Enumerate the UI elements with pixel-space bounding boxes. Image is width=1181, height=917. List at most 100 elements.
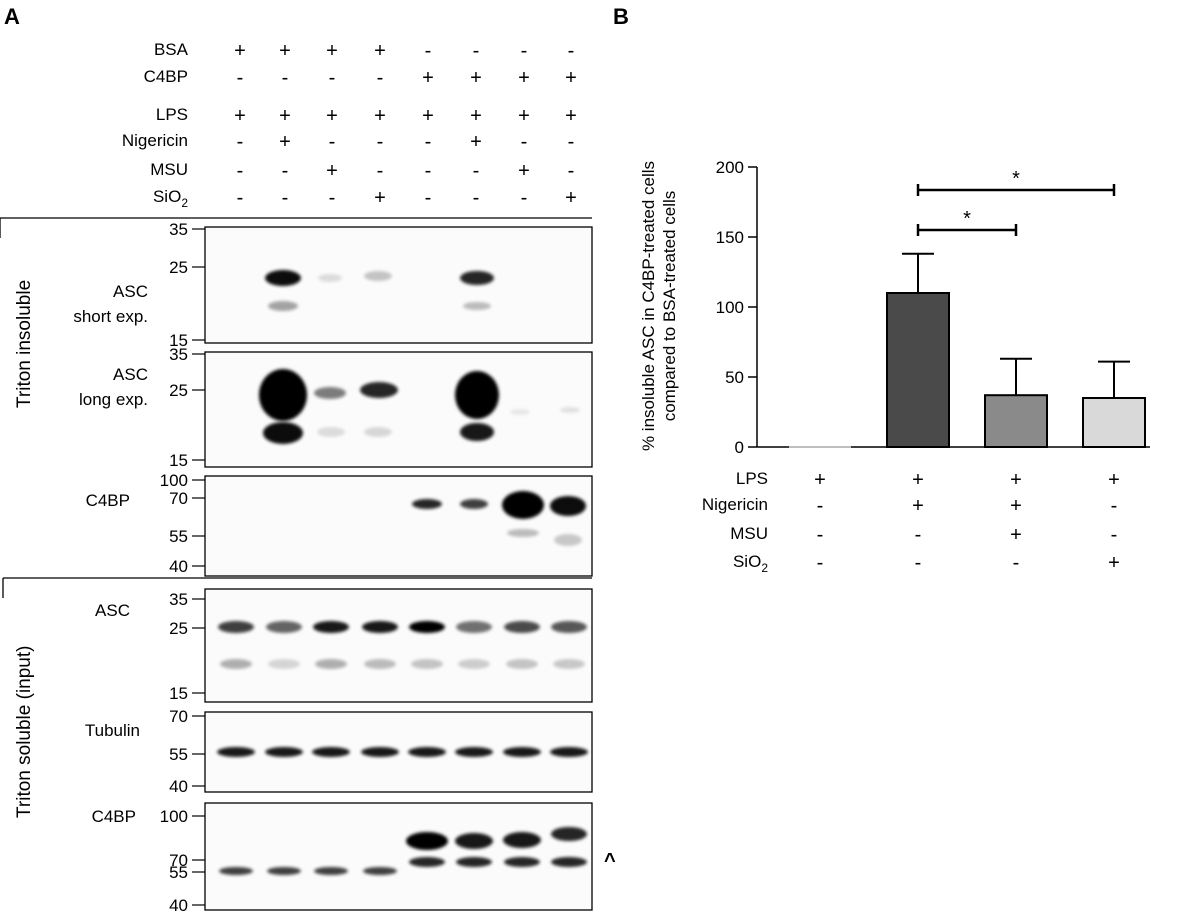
y-tick-label: 50 bbox=[725, 368, 744, 387]
marker-label: 40 bbox=[169, 557, 188, 576]
blot-band bbox=[268, 659, 300, 669]
blot-band bbox=[363, 867, 397, 875]
condition-sign: + bbox=[234, 105, 246, 127]
condition-sign: + bbox=[470, 67, 482, 89]
condition-sign: + bbox=[234, 40, 246, 62]
condition-sign: + bbox=[374, 40, 386, 62]
condition-sign: - bbox=[1111, 495, 1118, 517]
condition-sign: + bbox=[1108, 469, 1120, 491]
condition-sign: - bbox=[473, 40, 480, 62]
condition-sign: + bbox=[374, 187, 386, 209]
condition-sign: + bbox=[1010, 495, 1022, 517]
condition-sign: + bbox=[912, 495, 924, 517]
condition-sign: - bbox=[282, 160, 289, 182]
condition-sign: + bbox=[565, 105, 577, 127]
blot-band bbox=[317, 427, 345, 437]
marker-label: 55 bbox=[169, 863, 188, 882]
blot-band bbox=[503, 832, 541, 848]
blot-label: ASC bbox=[95, 601, 130, 620]
blot-2: ASC long exp. 35 25 15 bbox=[79, 345, 593, 470]
blot-label: C4BP bbox=[86, 491, 130, 510]
blot-frame bbox=[204, 475, 593, 577]
bar-chart-plot: 0 50 100 150 200 % insoluble ASC in C4BP-trea… bbox=[639, 158, 1150, 575]
marker-label: 25 bbox=[169, 381, 188, 400]
section-label-soluble: Triton soluble (input) bbox=[14, 646, 35, 818]
condition-sign: + bbox=[422, 105, 434, 127]
significance-star: * bbox=[1012, 168, 1020, 190]
marker-label: 100 bbox=[160, 807, 188, 826]
blot-band bbox=[504, 621, 540, 633]
marker-label: 70 bbox=[169, 707, 188, 726]
condition-sign: - bbox=[568, 40, 575, 62]
blot-band bbox=[502, 491, 544, 519]
bar bbox=[984, 394, 1048, 449]
marker-label: 35 bbox=[169, 590, 188, 609]
blot-band bbox=[412, 499, 442, 509]
condition-sign: - bbox=[377, 160, 384, 182]
condition-sign: + bbox=[518, 105, 530, 127]
blot-band bbox=[406, 832, 448, 850]
blot-band bbox=[265, 270, 301, 286]
bar bbox=[886, 292, 950, 448]
condition-sign: - bbox=[521, 187, 528, 209]
blot-band bbox=[550, 496, 586, 516]
marker-label: 40 bbox=[169, 896, 188, 915]
marker-label: 35 bbox=[169, 220, 188, 239]
condition-sign: - bbox=[329, 187, 336, 209]
condition-sign: - bbox=[473, 187, 480, 209]
condition-sign: + bbox=[565, 67, 577, 89]
marker-label: 25 bbox=[169, 258, 188, 277]
blot-band bbox=[460, 499, 488, 509]
blot-band bbox=[362, 621, 398, 633]
condition-sign: - bbox=[568, 131, 575, 153]
blot-band bbox=[360, 382, 398, 398]
condition-label: MSU bbox=[150, 160, 188, 179]
condition-sign: - bbox=[329, 131, 336, 153]
condition-sign: - bbox=[521, 40, 528, 62]
condition-sign: - bbox=[237, 131, 244, 153]
condition-sign: - bbox=[915, 552, 922, 574]
blot-frame bbox=[204, 802, 593, 911]
blot-1: ASC short exp. 35 25 15 bbox=[73, 220, 593, 350]
blot-band bbox=[456, 857, 492, 867]
condition-sign: - bbox=[282, 187, 289, 209]
blot-band bbox=[314, 867, 348, 875]
condition-sign: - bbox=[817, 552, 824, 574]
blot-band bbox=[456, 621, 492, 633]
condition-sign: + bbox=[326, 105, 338, 127]
condition-sign: - bbox=[237, 67, 244, 89]
blot-band bbox=[219, 867, 253, 875]
marker-label: 15 bbox=[169, 331, 188, 350]
blot-band bbox=[554, 534, 582, 546]
marker-label: 70 bbox=[169, 489, 188, 508]
condition-sign: - bbox=[425, 187, 432, 209]
blot-band bbox=[455, 747, 493, 757]
blot-label: ASC bbox=[113, 282, 148, 301]
blot-band bbox=[259, 369, 307, 421]
blot-band bbox=[503, 747, 541, 757]
bar bbox=[1082, 397, 1146, 448]
blot-band bbox=[218, 621, 254, 633]
blot-band bbox=[551, 827, 587, 841]
blot-band bbox=[312, 747, 350, 757]
condition-label: C4BP bbox=[144, 67, 188, 86]
panel-a-condition-table: BSA + + + + - - - - C4BP - - - - + + + + LPS + + + + + + + + Nigeri… bbox=[122, 40, 577, 210]
condition-sign: - bbox=[237, 160, 244, 182]
blot-band bbox=[510, 409, 530, 415]
blot-label: short exp. bbox=[73, 307, 148, 326]
panel-a-letter: A bbox=[4, 4, 20, 29]
condition-sign: - bbox=[817, 524, 824, 546]
condition-sign: - bbox=[282, 67, 289, 89]
blot-band bbox=[318, 274, 342, 282]
blot-band bbox=[551, 857, 587, 867]
y-axis-label: % insoluble ASC in C4BP-treated cells com… bbox=[639, 161, 679, 451]
marker-label: 40 bbox=[169, 777, 188, 796]
blot-band bbox=[507, 529, 539, 537]
condition-sign: - bbox=[1013, 552, 1020, 574]
blot-band bbox=[364, 659, 396, 669]
blot-band bbox=[313, 621, 349, 633]
blot-band bbox=[409, 857, 445, 867]
blot-band bbox=[506, 659, 538, 669]
condition-sign: + bbox=[326, 40, 338, 62]
